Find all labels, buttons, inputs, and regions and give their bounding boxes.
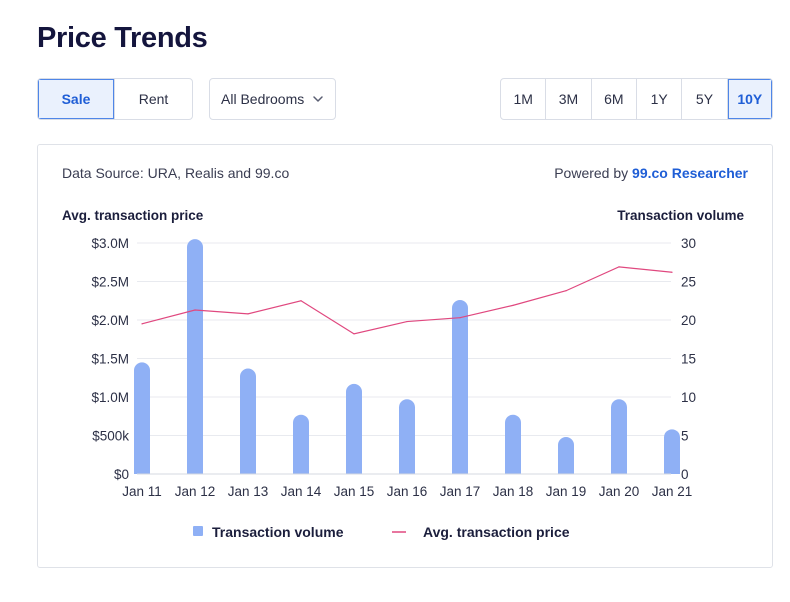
price-point bbox=[406, 320, 408, 323]
x-tick-label: Jan 12 bbox=[175, 484, 216, 499]
price-point bbox=[618, 266, 620, 268]
legend-volume-swatch bbox=[193, 526, 203, 536]
price-trends-chart: Avg. transaction price Transaction volume… bbox=[62, 208, 744, 540]
left-tick-label: $2.5M bbox=[91, 275, 129, 290]
range-5y-button[interactable]: 5Y bbox=[682, 79, 728, 119]
x-tick-label: Jan 13 bbox=[228, 484, 269, 499]
x-tick-label: Jan 21 bbox=[652, 484, 693, 499]
volume-bar[interactable] bbox=[558, 437, 574, 474]
range-1y-button[interactable]: 1Y bbox=[637, 79, 683, 119]
researcher-link[interactable]: 99.co Researcher bbox=[632, 165, 748, 181]
volume-bar[interactable] bbox=[240, 368, 256, 474]
range-10y-button[interactable]: 10Y bbox=[727, 79, 772, 119]
legend-volume-label: Transaction volume bbox=[212, 524, 344, 540]
x-tick-label: Jan 14 bbox=[281, 484, 322, 499]
price-point bbox=[565, 290, 567, 292]
left-tick-label: $1.5M bbox=[91, 352, 129, 367]
x-tick-label: Jan 16 bbox=[387, 484, 428, 499]
right-tick-label: 20 bbox=[681, 313, 696, 328]
time-range-toggle: 1M 3M 6M 1Y 5Y 10Y bbox=[500, 78, 773, 120]
price-line[interactable] bbox=[141, 266, 673, 335]
range-3m-button[interactable]: 3M bbox=[546, 79, 592, 119]
right-tick-label: 10 bbox=[681, 390, 696, 405]
bedrooms-value: All Bedrooms bbox=[221, 91, 305, 107]
volume-bar[interactable] bbox=[187, 239, 203, 474]
right-axis-title: Transaction volume bbox=[617, 208, 744, 223]
left-tick-label: $3.0M bbox=[91, 236, 129, 251]
right-tick-label: 30 bbox=[681, 236, 696, 251]
listing-type-toggle: Sale Rent bbox=[37, 78, 193, 120]
right-tick-label: 25 bbox=[681, 275, 696, 290]
right-tick-label: 5 bbox=[681, 429, 689, 444]
volume-bar[interactable] bbox=[664, 429, 680, 474]
price-point bbox=[247, 313, 249, 315]
range-1m-button[interactable]: 1M bbox=[501, 79, 547, 119]
price-trends-card: Data Source: URA, Realis and 99.co Power… bbox=[37, 144, 773, 568]
x-tick-label: Jan 11 bbox=[122, 484, 162, 499]
volume-bar[interactable] bbox=[293, 414, 309, 474]
x-tick-label: Jan 19 bbox=[546, 484, 587, 499]
range-6m-button[interactable]: 6M bbox=[592, 79, 637, 119]
volume-bar[interactable] bbox=[346, 383, 362, 474]
left-tick-label: $0 bbox=[114, 467, 129, 482]
price-point bbox=[300, 300, 302, 302]
volume-bar[interactable] bbox=[399, 399, 415, 474]
x-tick-label: Jan 17 bbox=[440, 484, 481, 499]
left-tick-label: $2.0M bbox=[91, 313, 129, 328]
data-source-text: Data Source: URA, Realis and 99.co bbox=[62, 165, 290, 181]
chevron-down-icon bbox=[313, 96, 323, 102]
volume-bar[interactable] bbox=[505, 414, 521, 474]
x-tick-label: Jan 20 bbox=[599, 484, 640, 499]
left-axis-title: Avg. transaction price bbox=[62, 208, 204, 223]
legend-price-label: Avg. transaction price bbox=[423, 524, 570, 540]
bedrooms-dropdown[interactable]: All Bedrooms bbox=[209, 78, 336, 120]
volume-bar[interactable] bbox=[134, 362, 150, 474]
x-tick-label: Jan 15 bbox=[334, 484, 375, 499]
price-point bbox=[353, 333, 355, 335]
rent-button[interactable]: Rent bbox=[138, 91, 169, 107]
left-tick-label: $500k bbox=[92, 429, 129, 444]
price-point bbox=[141, 323, 143, 325]
page-title: Price Trends bbox=[37, 22, 208, 54]
right-tick-label: 15 bbox=[681, 352, 696, 367]
price-point bbox=[459, 317, 461, 319]
price-point bbox=[194, 309, 196, 311]
powered-by: Powered by 99.co Researcher bbox=[554, 165, 748, 181]
x-tick-label: Jan 18 bbox=[493, 484, 534, 499]
volume-bar[interactable] bbox=[611, 399, 627, 474]
sale-button[interactable]: Sale bbox=[38, 79, 115, 119]
volume-bar[interactable] bbox=[452, 299, 468, 474]
powered-by-prefix: Powered by bbox=[554, 165, 629, 181]
left-tick-label: $1.0M bbox=[91, 390, 129, 405]
price-point bbox=[512, 304, 514, 306]
right-tick-label: 0 bbox=[681, 467, 689, 482]
price-point bbox=[671, 271, 673, 273]
